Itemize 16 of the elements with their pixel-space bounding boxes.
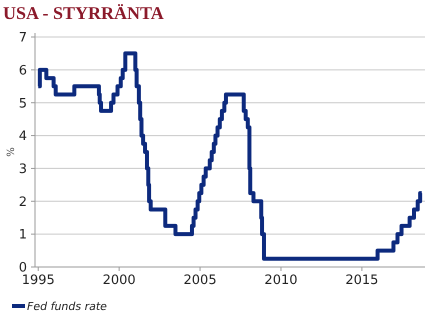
y-tick-label: 3 [18,162,27,177]
x-tick-label: 2015 [345,273,378,288]
y-axis-title: % [6,147,17,157]
y-tick-label: 2 [18,194,27,210]
y-tick-label: 1 [18,228,27,243]
x-tick-label: 2010 [264,273,298,288]
y-tick-label: 6 [18,63,27,78]
y-tick-label: 7 [18,30,27,46]
chart-title: USA - STYRRÄNTA [3,3,164,23]
x-tick-label: 2005 [184,273,217,288]
legend-label: Fed funds rate [27,300,108,313]
y-tick-label: 5 [18,96,27,112]
y-tick-label: 0 [18,260,27,276]
y-tick-label: 4 [18,129,27,144]
x-tick-label: 1995 [22,273,55,288]
x-tick-label: 2000 [102,273,136,288]
